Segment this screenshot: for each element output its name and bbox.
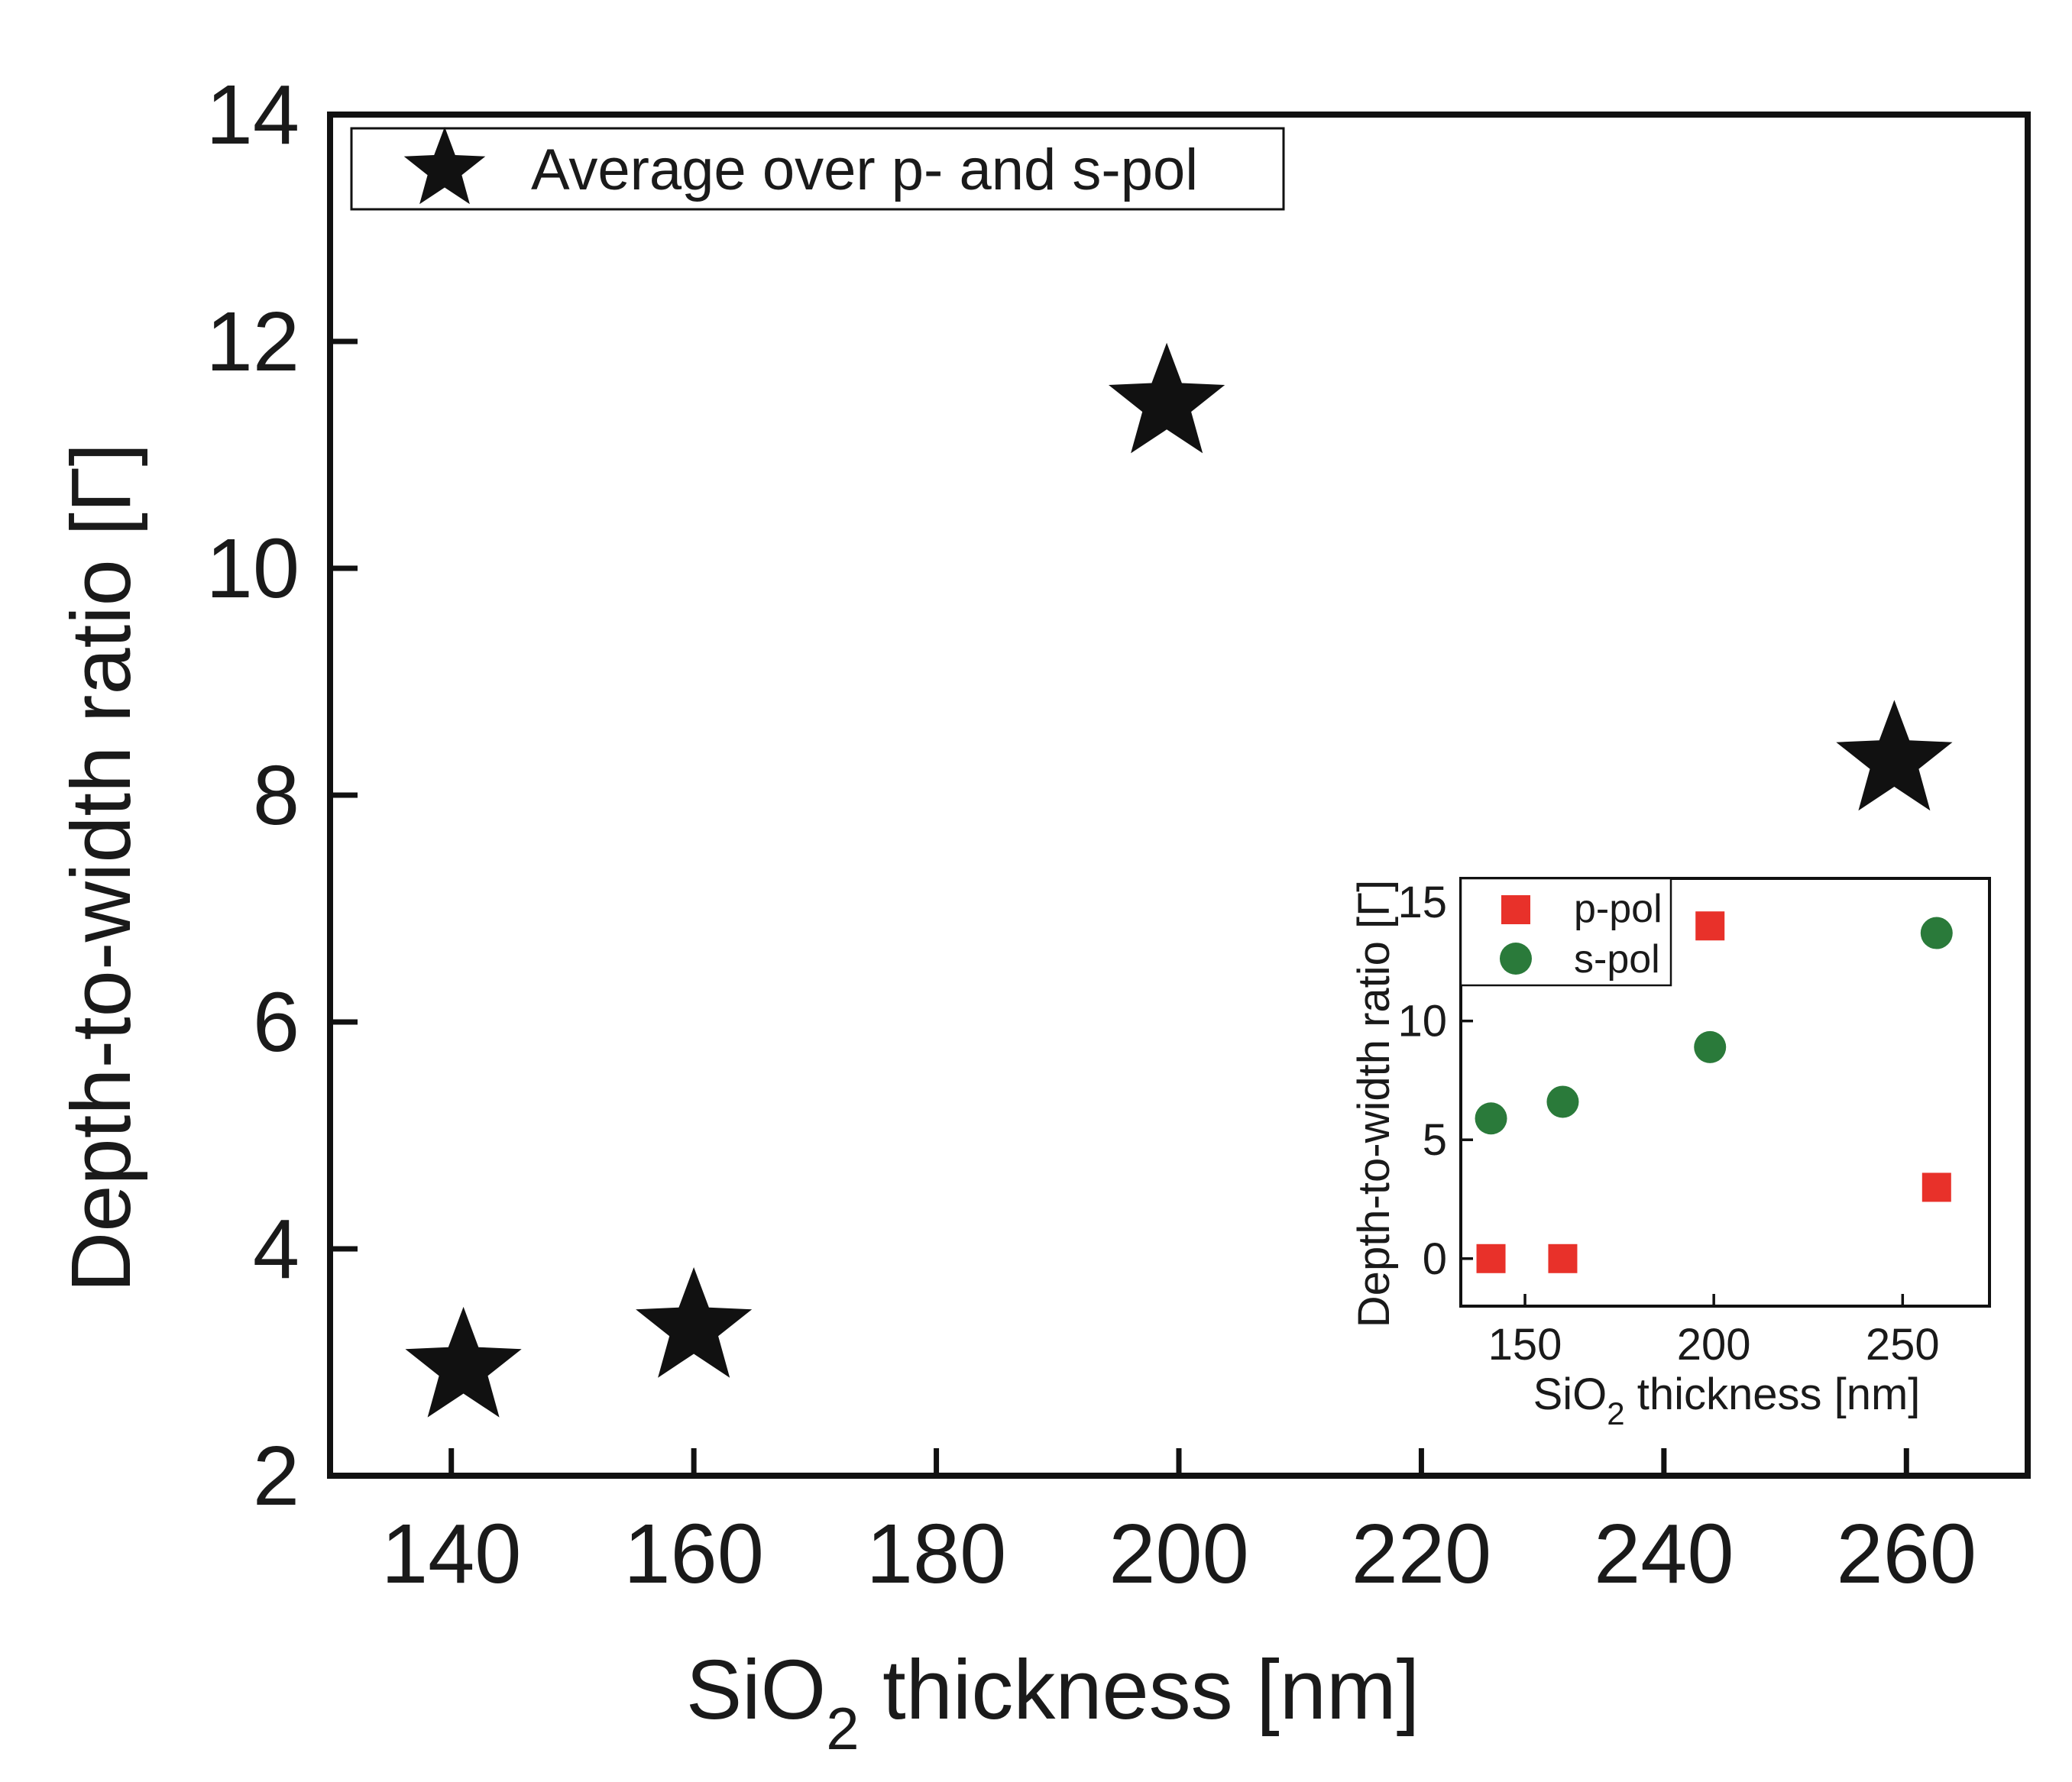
inset-y-ticks: 0 5 10 15 bbox=[1397, 878, 1473, 1284]
main-legend-box bbox=[350, 127, 1285, 211]
main-x-tick-label: 260 bbox=[1837, 1507, 1977, 1601]
inset-legend-box bbox=[1459, 877, 1672, 987]
main-average-over-p-and-s-pol-point bbox=[405, 1306, 522, 1418]
inset-legend-p-pol-marker bbox=[1501, 895, 1530, 924]
inset-x-axis-label: SiO2 thickness [nm] bbox=[1533, 1370, 1921, 1431]
inset-legend-s-pol-marker bbox=[1500, 943, 1532, 975]
inset-p-pol-point bbox=[1548, 1244, 1578, 1273]
main-legend-label: Average over p- and s-pol bbox=[531, 137, 1198, 202]
main-x-tick-label: 200 bbox=[1109, 1507, 1249, 1601]
main-average-over-p-and-s-pol-point bbox=[1109, 342, 1225, 454]
inset-legend: p-pol s-pol bbox=[1459, 877, 1672, 987]
inset-legend-p-pol-label: p-pol bbox=[1574, 887, 1662, 931]
main-y-tick-label: 12 bbox=[206, 295, 299, 389]
inset-x-tick-label: 200 bbox=[1677, 1320, 1751, 1370]
main-y-axis-label: Depth-to-width ratio [Γ] bbox=[54, 443, 148, 1292]
inset-x-axis-label-suffix: thickness [nm] bbox=[1625, 1370, 1921, 1419]
inset-s-pol-point bbox=[1694, 1030, 1727, 1063]
main-x-tick-label: 240 bbox=[1594, 1507, 1734, 1601]
main-x-axis-label-subscript: 2 bbox=[826, 1695, 859, 1762]
inset-p-pol-point bbox=[1695, 911, 1725, 941]
main-markers bbox=[405, 342, 1953, 1418]
inset-s-pol-point bbox=[1546, 1085, 1579, 1118]
main-average-over-p-and-s-pol-point bbox=[1836, 700, 1953, 811]
main-y-tick-label: 14 bbox=[206, 68, 299, 162]
main-average-over-p-and-s-pol-point bbox=[636, 1267, 753, 1378]
main-x-tick-label: 140 bbox=[381, 1507, 522, 1601]
inset-y-tick-label: 0 bbox=[1423, 1234, 1447, 1284]
main-x-ticks: 140 160 180 200 220 240 260 bbox=[381, 1448, 1976, 1601]
inset-y-tick-label: 10 bbox=[1397, 997, 1447, 1046]
main-x-tick-label: 220 bbox=[1352, 1507, 1492, 1601]
inset-x-ticks: 150 200 250 bbox=[1488, 1294, 1940, 1370]
main-y-tick-label: 2 bbox=[253, 1429, 299, 1523]
inset-y-axis-label: Depth-to-width ratio [Γ] bbox=[1349, 880, 1399, 1328]
inset-s-pol-point bbox=[1475, 1102, 1507, 1135]
inset-markers bbox=[1475, 911, 1953, 1273]
inset-s-pol-point bbox=[1920, 917, 1953, 949]
main-legend: Average over p- and s-pol bbox=[350, 127, 1285, 211]
inset-x-tick-label: 150 bbox=[1488, 1320, 1562, 1370]
inset-y-tick-label: 15 bbox=[1397, 878, 1447, 927]
inset-p-pol-point bbox=[1476, 1244, 1506, 1273]
inset-y-tick-label: 5 bbox=[1423, 1115, 1447, 1165]
main-y-tick-label: 10 bbox=[206, 522, 299, 616]
main-plot-frame bbox=[327, 112, 2031, 1479]
main-y-tick-label: 6 bbox=[253, 975, 299, 1069]
main-x-axis-label: SiO2 thickness [nm] bbox=[686, 1643, 1420, 1762]
main-x-tick-label: 160 bbox=[623, 1507, 764, 1601]
inset-x-tick-label: 250 bbox=[1866, 1320, 1940, 1370]
main-x-tick-label: 180 bbox=[866, 1507, 1007, 1601]
inset-x-axis-label-subscript: 2 bbox=[1607, 1396, 1624, 1431]
inset-legend-s-pol-label: s-pol bbox=[1574, 937, 1660, 982]
main-x-axis-label-suffix: thickness [nm] bbox=[860, 1643, 1420, 1737]
main-y-tick-label: 4 bbox=[253, 1202, 299, 1296]
inset-plot-frame bbox=[1459, 877, 1991, 1308]
main-y-ticks: 2 4 6 8 10 12 14 bbox=[206, 68, 358, 1523]
main-y-tick-label: 8 bbox=[253, 749, 299, 842]
main-legend-star-marker bbox=[403, 127, 486, 205]
inset-p-pol-point bbox=[1921, 1172, 1951, 1202]
inset-chart: 150 200 250 0 5 10 15 p-pol s-pol SiO2 thickn… bbox=[1349, 877, 1991, 1431]
